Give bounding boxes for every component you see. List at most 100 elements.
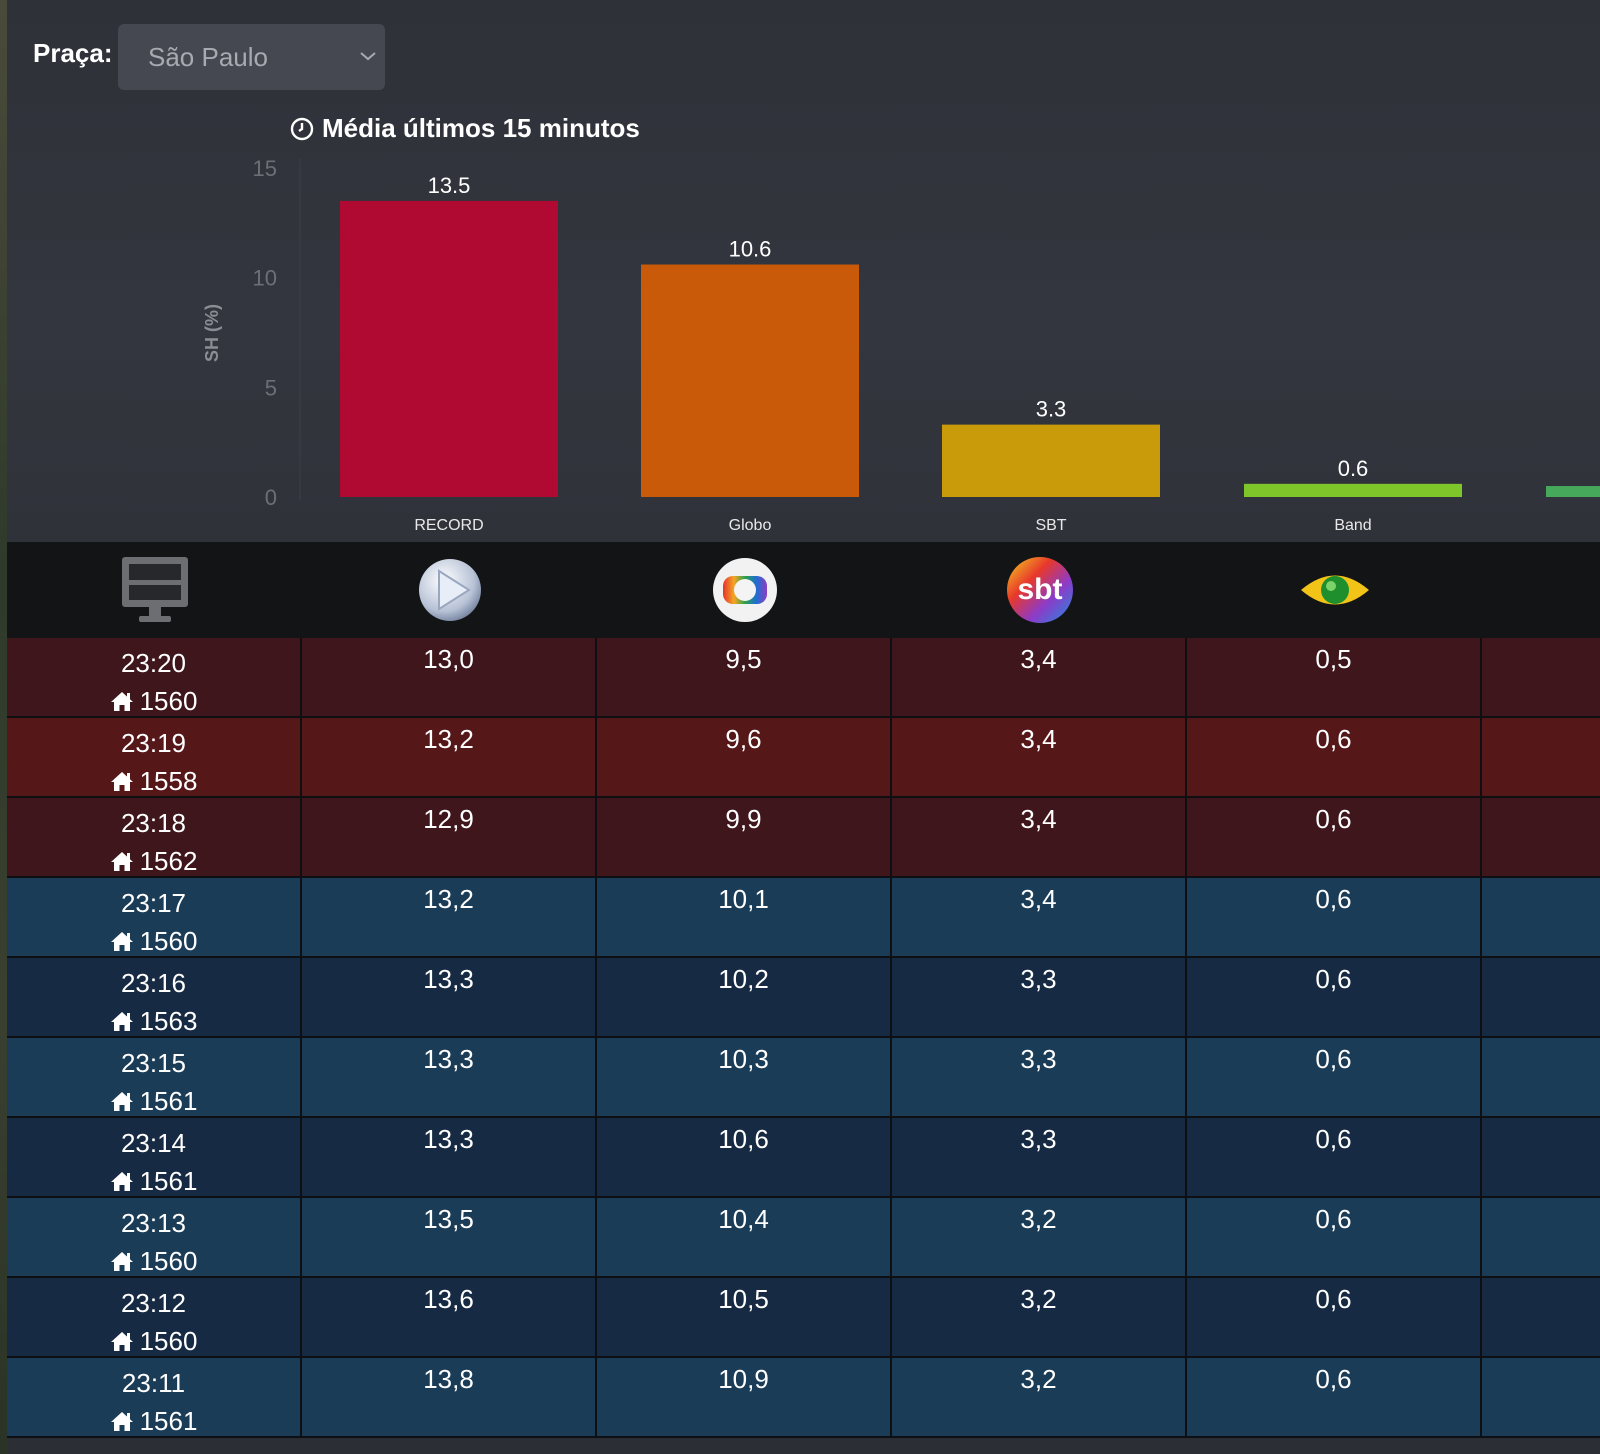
time-cell: 23:18 1562 xyxy=(7,798,302,876)
time-value: 23:16 xyxy=(7,964,300,1002)
value-cell: 0,6 xyxy=(1187,1118,1482,1196)
time-value: 23:13 xyxy=(7,1204,300,1242)
time-cell: 23:15 1561 xyxy=(7,1038,302,1116)
empty-cell xyxy=(1482,1278,1600,1356)
clock-icon xyxy=(290,117,314,141)
homes-value: 1563 xyxy=(140,1002,198,1040)
value-cell: 13,2 xyxy=(302,718,597,796)
value-cell: 10,9 xyxy=(597,1358,892,1436)
x-tick-label: RECORD xyxy=(414,517,483,534)
value-cell: 3,2 xyxy=(892,1278,1187,1356)
homes-count: 1560 xyxy=(7,1322,300,1360)
value-cell: 13,6 xyxy=(302,1278,597,1356)
table-row: 23:16 1563 13,3 10,2 3,3 0,6 xyxy=(7,958,1600,1038)
table-row: 23:19 1558 13,2 9,6 3,4 0,6 xyxy=(7,718,1600,798)
homes-count: 1561 xyxy=(7,1082,300,1120)
homes-value: 1561 xyxy=(140,1082,198,1120)
empty-cell xyxy=(1482,718,1600,796)
time-value: 23:15 xyxy=(7,1044,300,1082)
house-icon xyxy=(110,1010,134,1032)
tv-icon xyxy=(119,555,191,625)
house-icon xyxy=(110,930,134,952)
homes-count: 1562 xyxy=(7,842,300,880)
y-axis: 051015 xyxy=(253,156,277,510)
globo-logo-icon xyxy=(711,556,779,624)
homes-count: 1560 xyxy=(7,1242,300,1280)
bar-record[interactable] xyxy=(340,201,558,497)
homes-count: 1561 xyxy=(7,1402,300,1440)
value-cell: 12,9 xyxy=(302,798,597,876)
value-cell: 10,5 xyxy=(597,1278,892,1356)
value-cell: 0,5 xyxy=(1187,638,1482,716)
value-cell: 3,4 xyxy=(892,638,1187,716)
homes-value: 1560 xyxy=(140,682,198,720)
value-cell: 0,6 xyxy=(1187,958,1482,1036)
time-cell: 23:12 1560 xyxy=(7,1278,302,1356)
value-cell: 13,8 xyxy=(302,1358,597,1436)
band-logo-icon xyxy=(1299,567,1371,613)
value-cell: 0,6 xyxy=(1187,878,1482,956)
header-band xyxy=(1187,542,1482,638)
x-tick-label: SBT xyxy=(1035,517,1066,534)
time-cell: 23:13 1560 xyxy=(7,1198,302,1276)
homes-value: 1560 xyxy=(140,1242,198,1280)
table-row: 23:13 1560 13,5 10,4 3,2 0,6 xyxy=(7,1198,1600,1278)
value-cell: 13,3 xyxy=(302,1038,597,1116)
homes-value: 1561 xyxy=(140,1402,198,1440)
time-cell: 23:11 1561 xyxy=(7,1358,302,1436)
value-cell: 3,3 xyxy=(892,958,1187,1036)
value-cell: 3,2 xyxy=(892,1358,1187,1436)
homes-value: 1560 xyxy=(140,922,198,960)
header-globo xyxy=(597,542,892,638)
y-tick-label: 0 xyxy=(265,485,277,510)
time-value: 23:19 xyxy=(7,724,300,762)
value-cell: 0,6 xyxy=(1187,1038,1482,1116)
bar-value-label: 10.6 xyxy=(729,237,772,262)
value-cell: 0,6 xyxy=(1187,1198,1482,1276)
time-cell: 23:19 1558 xyxy=(7,718,302,796)
value-cell: 13,3 xyxy=(302,958,597,1036)
bar-band[interactable] xyxy=(1244,484,1462,497)
x-tick-label: Band xyxy=(1334,517,1371,534)
time-value: 23:14 xyxy=(7,1124,300,1162)
value-cell: 3,3 xyxy=(892,1118,1187,1196)
value-cell: 13,5 xyxy=(302,1198,597,1276)
time-cell: 23:16 1563 xyxy=(7,958,302,1036)
header-time xyxy=(7,542,302,638)
homes-count: 1558 xyxy=(7,762,300,800)
table-row: 23:17 1560 13,2 10,1 3,4 0,6 xyxy=(7,878,1600,958)
table-row: 23:11 1561 13,8 10,9 3,2 0,6 xyxy=(7,1358,1600,1438)
homes-count: 1560 xyxy=(7,922,300,960)
y-tick-label: 15 xyxy=(253,156,277,181)
table-row: 23:14 1561 13,3 10,6 3,3 0,6 xyxy=(7,1118,1600,1198)
time-value: 23:20 xyxy=(7,644,300,682)
sbt-logo-icon: sbt xyxy=(1005,555,1075,625)
bar-extra[interactable] xyxy=(1546,486,1600,497)
homes-value: 1562 xyxy=(140,842,198,880)
time-value: 23:11 xyxy=(7,1364,300,1402)
empty-cell xyxy=(1482,878,1600,956)
value-cell: 10,6 xyxy=(597,1118,892,1196)
empty-cell xyxy=(1482,1118,1600,1196)
homes-count: 1560 xyxy=(7,682,300,720)
value-cell: 3,3 xyxy=(892,1038,1187,1116)
homes-value: 1558 xyxy=(140,762,198,800)
value-cell: 13,2 xyxy=(302,878,597,956)
house-icon xyxy=(110,1410,134,1432)
house-icon xyxy=(110,1170,134,1192)
house-icon xyxy=(110,690,134,712)
empty-cell xyxy=(1482,1358,1600,1436)
y-tick-label: 10 xyxy=(253,266,277,291)
value-cell: 3,4 xyxy=(892,798,1187,876)
bar-sbt[interactable] xyxy=(942,425,1160,497)
record-logo-icon xyxy=(417,557,483,623)
value-cell: 0,6 xyxy=(1187,798,1482,876)
house-icon xyxy=(110,1250,134,1272)
x-tick-label: Globo xyxy=(729,517,772,534)
bar-globo[interactable] xyxy=(641,265,859,497)
value-cell: 13,0 xyxy=(302,638,597,716)
empty-cell xyxy=(1482,798,1600,876)
time-value: 23:17 xyxy=(7,884,300,922)
header-sbt: sbt xyxy=(892,542,1187,638)
time-cell: 23:17 1560 xyxy=(7,878,302,956)
